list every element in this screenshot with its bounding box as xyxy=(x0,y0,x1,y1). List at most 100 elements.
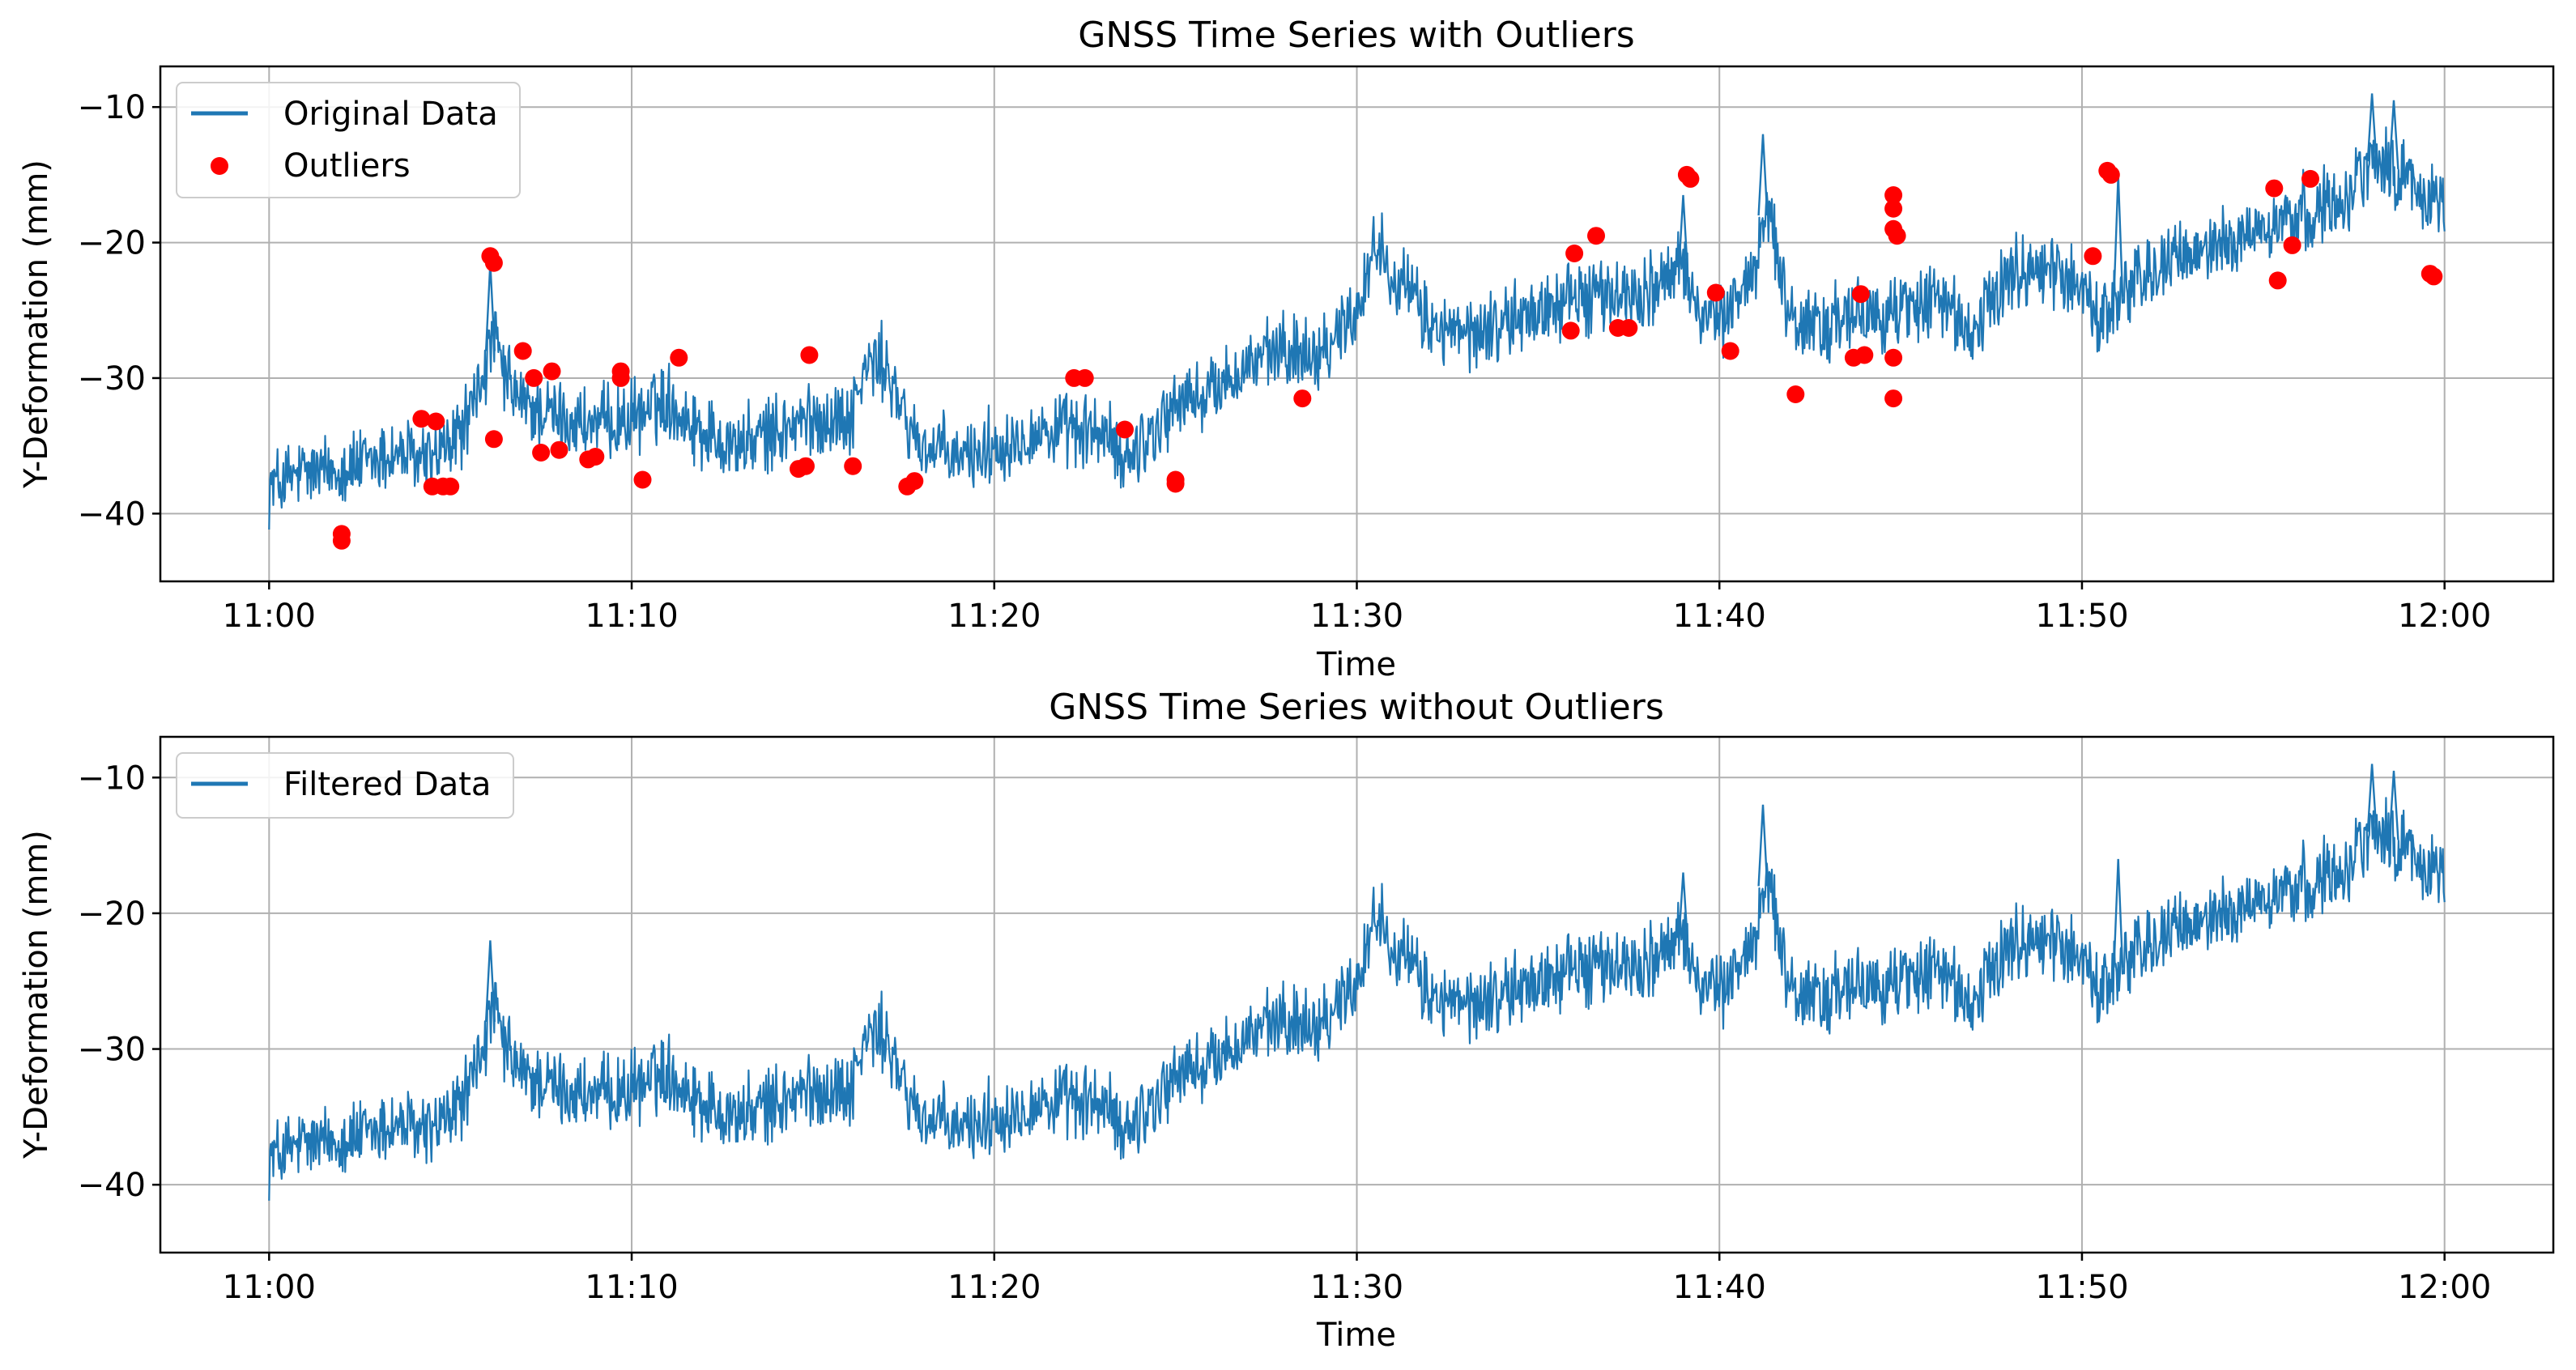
outlier-point xyxy=(2268,271,2287,290)
outlier-point xyxy=(1587,227,1605,245)
series-spike xyxy=(2388,770,2399,840)
outlier-point xyxy=(2425,267,2443,286)
outlier-point xyxy=(1620,319,1638,337)
outlier-point xyxy=(586,448,605,466)
bottom-x-tick-label: 11:50 xyxy=(2035,1269,2128,1306)
bottom-series xyxy=(268,764,2446,1201)
top-x-tick-label: 11:50 xyxy=(2035,598,2128,635)
bottom-subplot: GNSS Time Series without Outliers 11:00 1… xyxy=(18,687,2555,1354)
legend-marker-outliers xyxy=(211,157,228,175)
bottom-x-tick-label: 11:40 xyxy=(1673,1269,1766,1306)
top-legend-box xyxy=(176,82,521,198)
top-y-tick-label: −10 xyxy=(78,89,146,126)
top-ticks: 11:00 11:10 11:20 11:30 11:40 11:50 12:00 −10 −2… xyxy=(78,89,2492,635)
outlier-point xyxy=(1884,348,1903,367)
bottom-chart-title: GNSS Time Series without Outliers xyxy=(1049,687,1664,728)
outlier-point xyxy=(1075,368,1094,387)
outlier-point xyxy=(513,342,532,360)
outlier-point xyxy=(532,444,551,462)
outlier-point xyxy=(1721,342,1739,360)
top-x-tick-label: 11:20 xyxy=(947,598,1041,635)
bottom-y-tick-label: −30 xyxy=(78,1032,146,1069)
outlier-point xyxy=(1851,285,1870,304)
series-spike xyxy=(1757,134,1769,216)
outlier-point xyxy=(2101,165,2120,184)
top-x-tick-label: 11:00 xyxy=(223,598,316,635)
series-spike xyxy=(1757,804,1769,887)
top-x-tick-label: 11:30 xyxy=(1310,598,1403,635)
bottom-x-tick-label: 11:00 xyxy=(223,1269,316,1306)
outlier-point xyxy=(484,253,503,272)
outlier-point xyxy=(1116,420,1134,439)
outlier-point xyxy=(543,362,561,381)
outlier-point xyxy=(1681,169,1700,188)
top-subplot: GNSS Time Series with Outliers 11:00 11:1… xyxy=(18,15,2555,683)
outlier-point xyxy=(525,368,543,387)
outlier-point xyxy=(427,412,445,431)
outlier-point xyxy=(441,477,460,496)
bottom-legend: Filtered Data xyxy=(176,752,514,819)
legend-label-original-data: Original Data xyxy=(283,96,498,133)
outlier-point xyxy=(2301,169,2319,188)
bottom-legend-box xyxy=(176,752,514,819)
outlier-point xyxy=(1293,389,1312,408)
series-line-filtered-data xyxy=(268,797,2446,1201)
top-legend: Original Data Outliers xyxy=(176,82,521,198)
outlier-point xyxy=(1706,283,1725,302)
outlier-point xyxy=(800,346,819,364)
outlier-point xyxy=(1884,186,1903,204)
bottom-y-tick-label: −40 xyxy=(78,1167,146,1204)
series-spike xyxy=(1677,194,1688,270)
top-y-tick-label: −40 xyxy=(78,496,146,533)
series-spike xyxy=(2366,764,2378,832)
top-y-tick-label: −30 xyxy=(78,360,146,398)
top-x-axis-label: Time xyxy=(1316,646,1396,683)
outlier-point xyxy=(550,440,568,459)
series-line-original-data xyxy=(268,126,2446,530)
bottom-x-tick-label: 11:20 xyxy=(947,1269,1041,1306)
outlier-point xyxy=(1888,227,1906,245)
series-spike xyxy=(484,940,496,1023)
outlier-point xyxy=(1561,321,1580,340)
series-spike xyxy=(2113,174,2124,297)
outlier-point xyxy=(797,457,815,475)
bottom-x-tick-label: 12:00 xyxy=(2398,1269,2491,1306)
outlier-point xyxy=(905,472,924,491)
outlier-point xyxy=(1884,199,1903,218)
outlier-point xyxy=(2265,179,2284,198)
outlier-point xyxy=(844,457,862,475)
top-y-tick-label: −20 xyxy=(78,225,146,262)
series-spike xyxy=(2366,93,2378,162)
bottom-x-tick-label: 11:10 xyxy=(585,1269,678,1306)
bottom-grid xyxy=(160,737,2553,1253)
outlier-point xyxy=(611,368,630,387)
outlier-point xyxy=(2084,247,2102,266)
bottom-y-axis-label: Y-Deformation (mm) xyxy=(18,830,55,1159)
top-x-tick-label: 11:40 xyxy=(1673,598,1766,635)
outlier-point xyxy=(1855,346,1874,364)
outlier-point xyxy=(670,348,688,367)
bottom-y-tick-label: −10 xyxy=(78,759,146,797)
outlier-point xyxy=(332,525,351,543)
outlier-point xyxy=(633,470,652,489)
top-x-tick-label: 11:10 xyxy=(585,598,678,635)
bottom-y-tick-label: −20 xyxy=(78,896,146,933)
bottom-ticks: 11:00 11:10 11:20 11:30 11:40 11:50 12:00 −10 −2… xyxy=(78,759,2492,1306)
outlier-point xyxy=(1786,385,1805,403)
legend-label-filtered-data: Filtered Data xyxy=(283,766,491,803)
outlier-point xyxy=(412,410,431,428)
top-y-axis-label: Y-Deformation (mm) xyxy=(18,160,55,489)
bottom-x-tick-label: 11:30 xyxy=(1310,1269,1403,1306)
outlier-point xyxy=(1565,245,1584,262)
top-x-tick-label: 12:00 xyxy=(2398,598,2491,635)
outlier-point xyxy=(2283,236,2301,254)
series-spike xyxy=(2113,858,2124,968)
top-chart-title: GNSS Time Series with Outliers xyxy=(1078,15,1634,56)
series-spike xyxy=(2388,100,2399,170)
top-series xyxy=(268,93,2446,550)
outlier-point xyxy=(1166,474,1185,493)
outlier-point xyxy=(1884,389,1903,408)
bottom-x-axis-label: Time xyxy=(1316,1317,1396,1354)
